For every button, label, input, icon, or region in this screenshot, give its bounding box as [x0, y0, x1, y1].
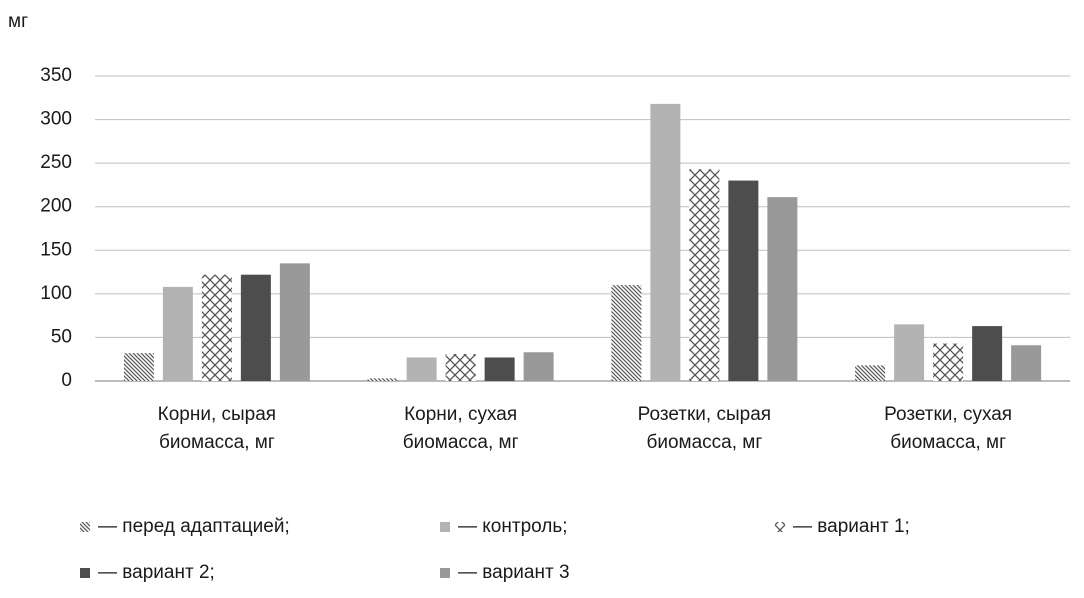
bar: [650, 103, 681, 381]
legend-label: — перед адаптацией;: [98, 516, 290, 537]
bar: [894, 324, 925, 381]
y-tick-label: 350: [40, 65, 72, 86]
y-tick-label: 300: [40, 109, 72, 130]
y-tick-label: 50: [51, 326, 72, 347]
legend-swatch: [440, 522, 450, 532]
bar: [767, 197, 798, 381]
bar: [240, 274, 271, 381]
legend-swatch: [440, 568, 450, 578]
legend-label: — вариант 3: [458, 562, 570, 583]
x-tick-label: Розетки, сырая биомасса, мг: [638, 404, 771, 453]
bar: [972, 326, 1003, 381]
bar: [201, 274, 232, 381]
bar: [123, 353, 154, 381]
bar: [1011, 345, 1042, 381]
bar: [367, 378, 398, 381]
y-tick-label: 150: [40, 239, 72, 260]
legend-swatch: [775, 522, 785, 532]
bar: [484, 357, 515, 381]
bar: [162, 286, 193, 381]
legend-label: — контроль;: [458, 516, 568, 537]
y-axis-label: мг: [8, 11, 28, 32]
bar: [445, 353, 476, 381]
bar: [689, 169, 720, 381]
legend-swatch: [80, 522, 90, 532]
y-tick-label: 200: [40, 196, 72, 217]
legend-label: — вариант 1;: [793, 516, 910, 537]
y-tick-label: 0: [61, 370, 72, 391]
bar: [728, 180, 759, 381]
y-tick-label: 100: [40, 283, 72, 304]
x-tick-label: Корни, сухая биомасса, мг: [403, 404, 519, 453]
bar: [279, 263, 310, 381]
bar: [406, 357, 437, 381]
bar: [523, 352, 554, 381]
bar: [611, 285, 642, 381]
bar: [933, 343, 964, 381]
bar: [855, 365, 886, 381]
legend-swatch: [80, 568, 90, 578]
x-tick-label: Розетки, сухая биомасса, мг: [884, 404, 1012, 453]
y-tick-label: 250: [40, 152, 72, 173]
x-tick-label: Корни, сырая биомасса, мг: [158, 404, 276, 453]
legend-label: — вариант 2;: [98, 562, 215, 583]
